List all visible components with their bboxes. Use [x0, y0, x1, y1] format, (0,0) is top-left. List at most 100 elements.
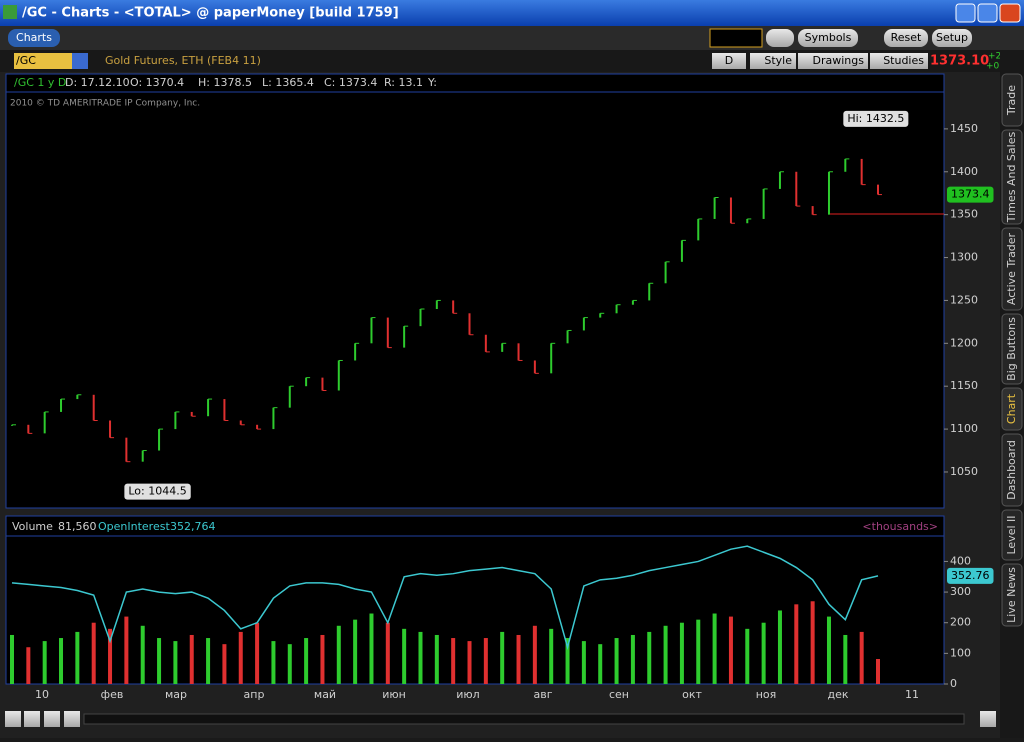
volume-bar [369, 613, 374, 684]
volume-bar [826, 616, 831, 684]
x-tick-label: июн [382, 688, 406, 701]
x-tick-label: сен [609, 688, 629, 701]
hi-label: Hi: 1432.5 [847, 112, 904, 125]
y-tick-label: 1450 [950, 122, 978, 135]
volume-bar [157, 638, 162, 684]
open-interest-label: 352.76 [951, 569, 990, 582]
volume-bar [581, 641, 586, 684]
maximize-button[interactable] [977, 3, 998, 23]
volume-bar [353, 619, 358, 684]
toolbar-button[interactable] [798, 29, 858, 47]
header-item: D: 17.12.10 [65, 76, 130, 89]
side-tab[interactable] [1001, 227, 1023, 311]
volume-bar [728, 616, 733, 684]
volume-bar [206, 638, 211, 684]
x-tick-label: окт [682, 688, 702, 701]
open-interest-line [11, 545, 879, 651]
side-tab-label: Live News [1005, 567, 1018, 623]
volume-bar [222, 644, 227, 684]
volume-bar [140, 625, 145, 684]
last-price: 1373.10 [930, 54, 989, 69]
side-tab[interactable] [1001, 129, 1023, 225]
volume-bar [843, 634, 848, 684]
side-tab[interactable] [1001, 313, 1023, 385]
side-tab-label: Chart [1005, 393, 1018, 424]
volume-bar [696, 619, 701, 684]
toolbar-button-label: Reset [891, 31, 922, 44]
cursor-tool[interactable] [64, 711, 80, 727]
volume-bar [108, 628, 113, 684]
last-price-label-box [947, 186, 994, 203]
hi-label-box [843, 110, 909, 127]
header-item: R: 13.1 [384, 76, 423, 89]
side-tab[interactable] [1001, 433, 1023, 507]
side-tab-label: Dashboard [1005, 440, 1018, 500]
y-tick-label: 1250 [950, 293, 978, 306]
chart-button-label: Style [764, 54, 792, 67]
volume-bar [794, 604, 799, 684]
side-tab[interactable] [1001, 509, 1023, 561]
volume-bar [418, 631, 423, 684]
chart-button[interactable] [750, 53, 796, 69]
y-tick-label: 1150 [950, 379, 978, 392]
y-tick-label: 1100 [950, 422, 978, 435]
x-tick-label: июл [456, 688, 479, 701]
symbol-box[interactable] [14, 53, 72, 69]
toolbar-button[interactable] [932, 29, 972, 47]
close-button[interactable] [999, 3, 1021, 23]
aggregation: D [725, 54, 733, 67]
side-tab-label: Active Trader [1005, 232, 1018, 305]
title-bar [0, 0, 1024, 26]
charts-tab[interactable] [8, 29, 60, 47]
pan-tool[interactable] [44, 711, 60, 727]
volume-bar [614, 638, 619, 684]
side-tab[interactable] [1001, 73, 1023, 127]
volume-bar [26, 647, 31, 684]
crosshair-tool[interactable] [24, 711, 40, 727]
symbol-description: Gold Futures, ETH (FEB4 11) [105, 54, 261, 67]
tools-button[interactable] [766, 29, 794, 47]
expand-button[interactable] [980, 711, 996, 727]
volume-bar [451, 638, 456, 684]
volume-bar [434, 634, 439, 684]
volume-bar [500, 631, 505, 684]
scrollbar[interactable] [83, 713, 965, 725]
volume-bar [876, 659, 880, 684]
minimize-button[interactable] [955, 3, 976, 23]
volume-y-tick-label: 0 [950, 677, 957, 690]
aggregation-button[interactable] [712, 53, 746, 69]
volume-bar [75, 631, 80, 684]
volume-header-item: 81,560 [58, 520, 97, 533]
chart-button[interactable] [870, 53, 928, 69]
side-tab[interactable] [1001, 563, 1023, 627]
volume-bar [124, 616, 129, 684]
volume-bar [385, 622, 390, 684]
volume-bar [532, 625, 537, 684]
volume-bar [679, 622, 684, 684]
chart-button[interactable] [798, 53, 868, 69]
volume-header-item: Volume [12, 520, 53, 533]
header-item: H: 1378.5 [198, 76, 252, 89]
y-tick-label: 1350 [950, 208, 978, 221]
volume-bar [304, 638, 309, 684]
toolbar-button[interactable] [884, 29, 928, 47]
side-tab-label: Big Buttons [1005, 317, 1018, 381]
open-interest-label-box [947, 567, 994, 584]
volume-bar [59, 638, 64, 684]
volume-bar [647, 631, 652, 684]
x-tick-label: дек [827, 688, 848, 701]
toolbar-button-label: Setup [936, 31, 968, 44]
header-item: C: 1373.4 [324, 76, 377, 89]
volume-bar [10, 634, 14, 684]
x-tick-label: фев [101, 688, 124, 701]
header-item: L: 1365.4 [262, 76, 314, 89]
volume-bar [189, 634, 194, 684]
zoom-tool[interactable] [5, 711, 21, 727]
volume-bar [42, 641, 47, 684]
volume-bar [255, 622, 260, 684]
lo-label-box [124, 483, 191, 500]
symbol-dropdown[interactable] [72, 53, 88, 69]
lo-label: Lo: 1044.5 [128, 485, 186, 498]
side-tab[interactable] [1001, 387, 1023, 431]
